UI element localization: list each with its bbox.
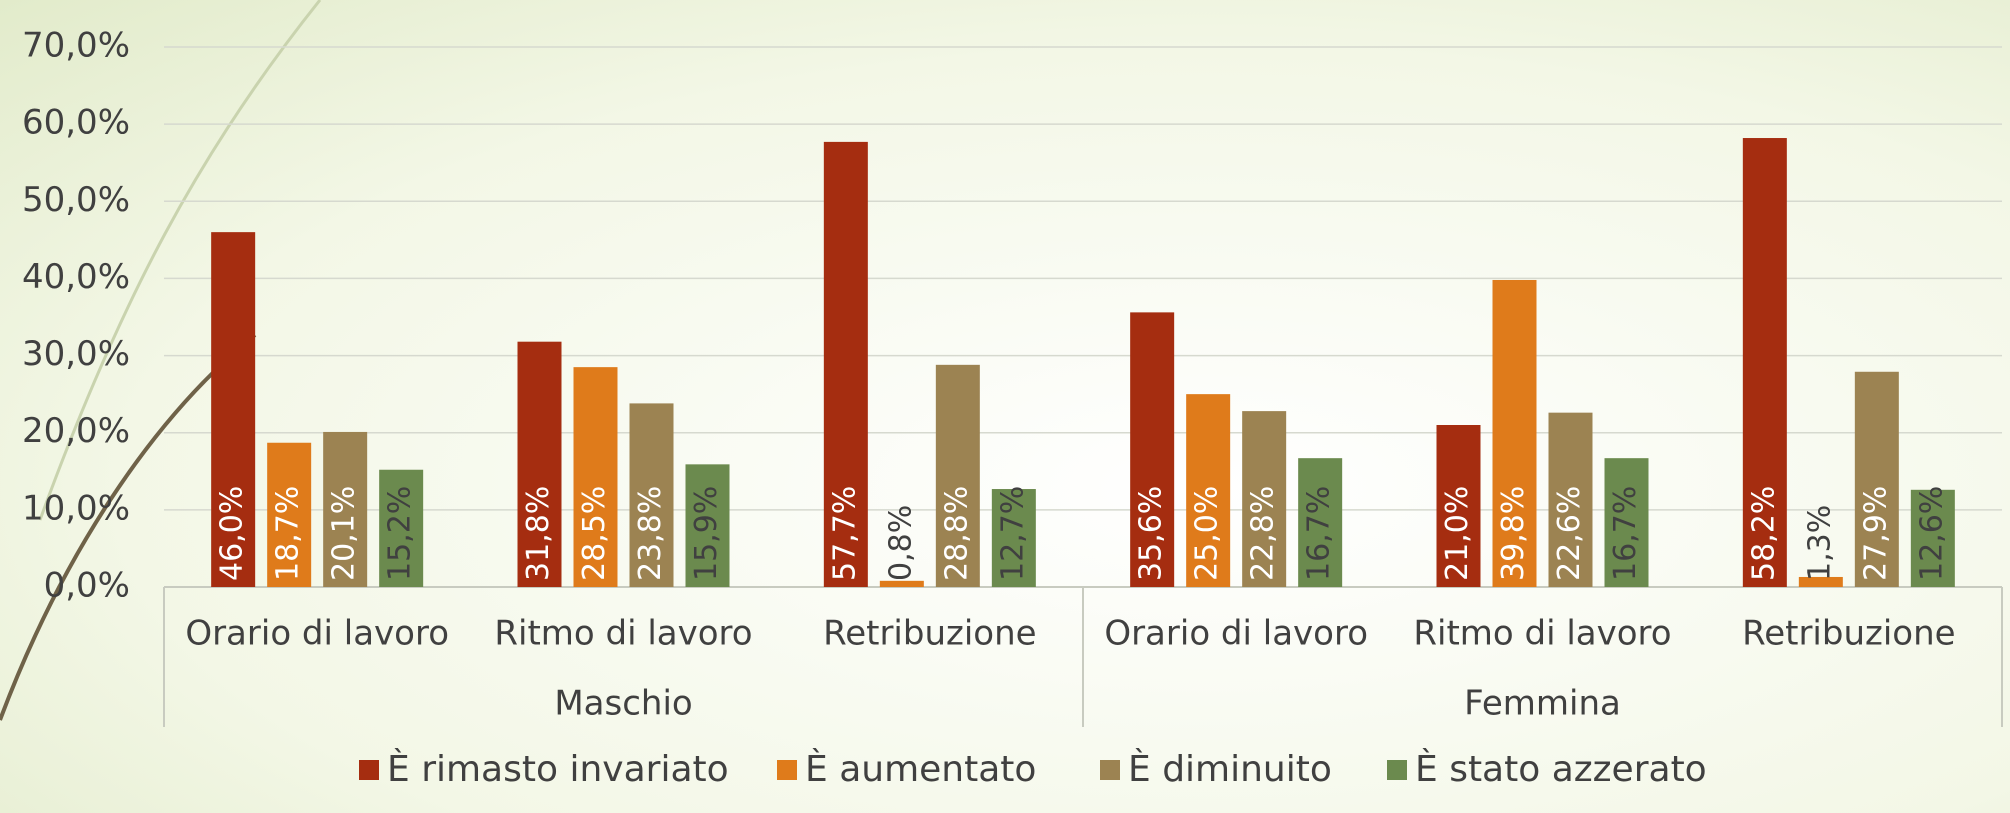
bar xyxy=(629,403,674,587)
value-label: 16,7% xyxy=(1302,486,1337,581)
bar xyxy=(1186,394,1231,587)
value-label: 23,8% xyxy=(633,486,668,581)
value-label: 28,5% xyxy=(577,486,612,581)
value-label: 15,9% xyxy=(689,486,724,581)
x-tick-label: Retribuzione xyxy=(1742,614,1955,654)
bar xyxy=(879,580,924,587)
value-label: 16,7% xyxy=(1608,486,1643,581)
bar xyxy=(1548,412,1593,587)
y-tick-label: 0,0% xyxy=(44,566,130,606)
bar xyxy=(1854,371,1899,587)
x-tick-label: Orario di lavoro xyxy=(1104,614,1368,654)
y-tick-label: 50,0% xyxy=(22,180,130,220)
value-label: 39,8% xyxy=(1496,486,1531,581)
value-label: 25,0% xyxy=(1190,486,1225,581)
x-tick-label: Ritmo di lavoro xyxy=(494,614,752,654)
y-tick-label: 60,0% xyxy=(22,103,130,143)
y-tick-label: 10,0% xyxy=(22,488,130,528)
bar xyxy=(1242,411,1287,587)
bar xyxy=(1798,576,1843,587)
bar xyxy=(1130,312,1175,587)
group-label: Femmina xyxy=(1464,684,1621,724)
x-tick-label: Ritmo di lavoro xyxy=(1413,614,1671,654)
bar xyxy=(991,489,1036,587)
group-label: Maschio xyxy=(554,684,692,724)
legend-swatch xyxy=(359,760,379,780)
bar xyxy=(517,341,562,587)
y-tick-label: 30,0% xyxy=(22,334,130,374)
y-tick-label: 40,0% xyxy=(22,257,130,297)
bar xyxy=(1604,458,1649,587)
value-label: 18,7% xyxy=(271,486,306,581)
value-label: 27,9% xyxy=(1858,486,1893,581)
bar xyxy=(1492,279,1537,587)
bar xyxy=(1436,425,1481,587)
bar xyxy=(573,367,618,587)
y-tick-label: 70,0% xyxy=(22,26,130,66)
legend-swatch xyxy=(1387,760,1407,780)
bar xyxy=(211,232,256,587)
value-label: 15,2% xyxy=(383,486,418,581)
bar xyxy=(935,364,980,587)
legend-label: È aumentato xyxy=(805,748,1036,790)
decoration xyxy=(38,0,322,521)
value-label: 20,1% xyxy=(327,486,362,581)
bar xyxy=(379,469,424,587)
bar xyxy=(823,141,868,587)
value-label: 12,6% xyxy=(1914,486,1949,581)
value-label: 58,2% xyxy=(1746,486,1781,581)
bar xyxy=(1742,138,1787,587)
bar xyxy=(267,442,312,587)
x-tick-label: Retribuzione xyxy=(823,614,1036,654)
value-label: 35,6% xyxy=(1134,486,1169,581)
value-label: 0,8% xyxy=(883,505,918,581)
y-tick-label: 20,0% xyxy=(22,411,130,451)
legend-swatch xyxy=(1100,760,1120,780)
bar xyxy=(1298,458,1343,587)
value-label: 12,7% xyxy=(995,486,1030,581)
bar xyxy=(685,464,730,587)
value-label: 21,0% xyxy=(1440,486,1475,581)
value-label: 1,3% xyxy=(1802,505,1837,581)
value-label: 57,7% xyxy=(827,486,862,581)
value-label: 31,8% xyxy=(521,486,556,581)
value-label: 22,6% xyxy=(1552,486,1587,581)
value-label: 22,8% xyxy=(1246,486,1281,581)
bar xyxy=(323,431,368,587)
value-label: 28,8% xyxy=(939,486,974,581)
x-tick-label: Orario di lavoro xyxy=(185,614,449,654)
legend-label: È stato azzerato xyxy=(1415,748,1707,790)
bar xyxy=(1910,489,1955,587)
legend-label: È rimasto invariato xyxy=(387,748,729,790)
legend-label: È diminuito xyxy=(1128,748,1332,790)
value-label: 46,0% xyxy=(215,486,250,581)
legend-swatch xyxy=(777,760,797,780)
